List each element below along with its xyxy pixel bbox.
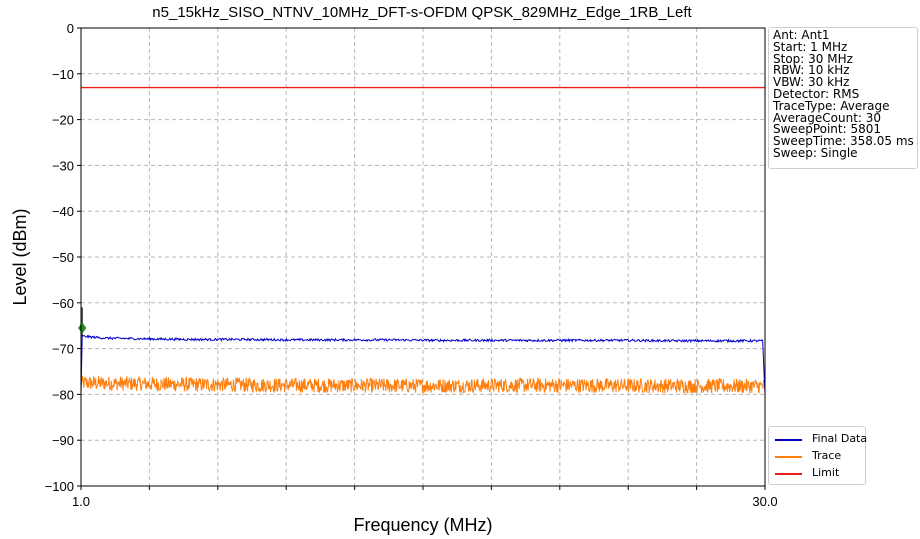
info-line: Start: 1 MHz <box>773 39 848 54</box>
y-tick-label: 0 <box>67 21 74 36</box>
y-tick-label: −20 <box>52 113 74 128</box>
info-line: Sweep: Single <box>773 145 858 160</box>
y-tick-label: −40 <box>52 204 74 219</box>
info-line: Stop: 30 MHz <box>773 51 853 66</box>
legend-label: Final Data <box>812 432 868 445</box>
legend-swatch <box>775 456 802 458</box>
info-line: TraceType: Average <box>773 98 890 113</box>
series-line-trace <box>80 375 766 395</box>
y-tick-label: −30 <box>52 158 74 173</box>
peak-marker <box>78 321 87 334</box>
info-line: Ant: Ant1 <box>773 28 830 42</box>
y-tick-label: −100 <box>45 479 74 494</box>
y-axis-label: Level (dBm) <box>10 208 30 305</box>
info-line: Detector: RMS <box>773 86 860 101</box>
info-line: SweepTime: 358.05 ms <box>773 134 914 149</box>
info-line: VBW: 30 kHz <box>773 75 850 90</box>
series-layer <box>78 86 766 395</box>
grid <box>81 28 765 486</box>
y-tick-label: −60 <box>52 296 74 311</box>
legend-label: Trace <box>812 449 842 462</box>
y-tick-label: −80 <box>52 387 74 402</box>
legend-swatch <box>775 439 802 441</box>
y-tick-label: −50 <box>52 250 74 265</box>
measurement-info-box: Ant: Ant1 Start: 1 MHz Stop: 30 MHz RBW:… <box>768 27 918 169</box>
x-tick-label: 1.0 <box>72 494 90 509</box>
series-line-final-data <box>80 334 766 395</box>
legend-label: Limit <box>812 466 840 479</box>
x-axis-label: Frequency (MHz) <box>353 515 492 535</box>
info-line: SweepPoint: 5801 <box>773 122 882 137</box>
info-line: RBW: 10 kHz <box>773 63 850 78</box>
y-tick-label: −90 <box>52 433 74 448</box>
y-tick-label: −70 <box>52 342 74 357</box>
chart-title: n5_15kHz_SISO_NTNV_10MHz_DFT-s-OFDM QPSK… <box>152 4 692 21</box>
x-tick-label: 30.0 <box>752 494 777 509</box>
legend: Final Data Trace Limit <box>768 426 868 485</box>
y-tick-label: −10 <box>52 67 74 82</box>
info-line: AverageCount: 30 <box>773 110 882 125</box>
legend-swatch <box>775 473 802 475</box>
